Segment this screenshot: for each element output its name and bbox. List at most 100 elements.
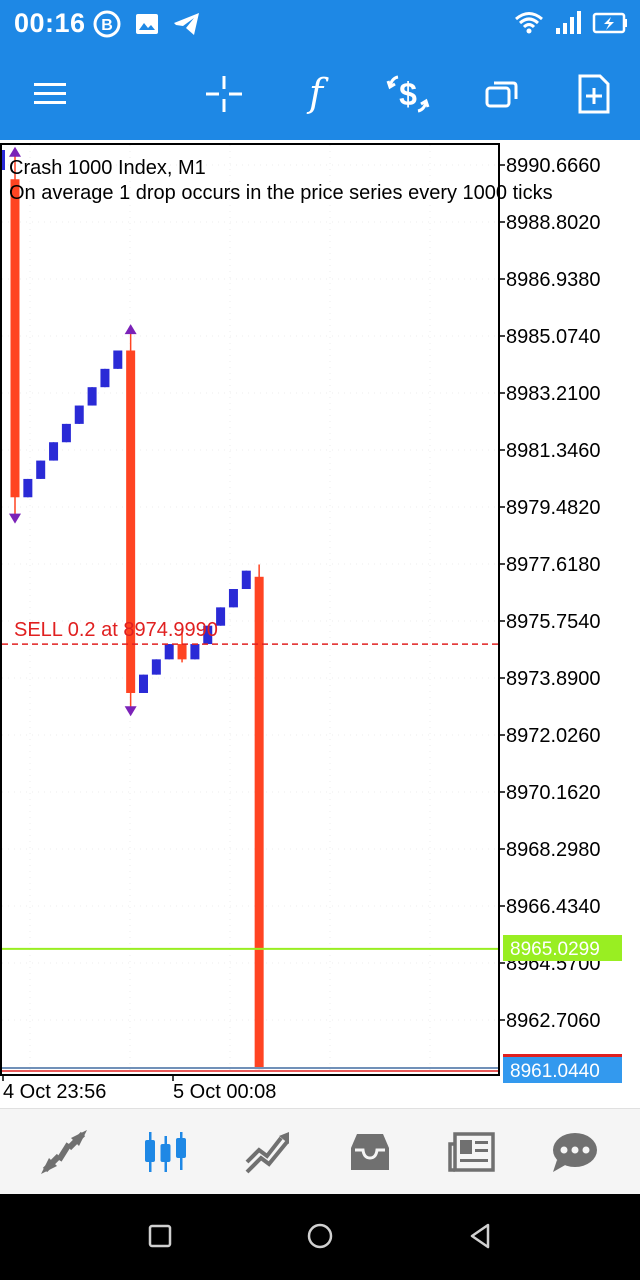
candle: [87, 387, 97, 406]
candle: [74, 405, 84, 424]
candle: [190, 644, 200, 660]
price-axis-label: 8962.7060: [506, 1010, 601, 1032]
back-triangle-icon: [470, 1223, 490, 1249]
candle: [241, 570, 251, 590]
candle: [177, 644, 187, 660]
nav-quotes[interactable]: [36, 1127, 92, 1177]
svg-text:$: $: [399, 76, 417, 112]
price-axis-label: 8988.8020: [506, 212, 601, 234]
candle: [0, 150, 5, 170]
b-badge-icon: B: [92, 9, 122, 44]
top-toolbar: f $: [0, 48, 640, 140]
crosshair-button[interactable]: [198, 68, 250, 120]
nav-news[interactable]: [444, 1127, 500, 1177]
home-button[interactable]: [300, 1216, 340, 1256]
chart-icon: [145, 1132, 186, 1172]
price-axis-label: 8985.0740: [506, 326, 601, 348]
candle: [216, 607, 226, 626]
time-axis-label: 4 Oct 23:56: [3, 1081, 106, 1103]
messages-icon: [553, 1133, 597, 1172]
news-icon: [448, 1132, 495, 1172]
candle: [100, 368, 110, 388]
candle: [10, 179, 20, 498]
ask-price-tag: [503, 1057, 622, 1083]
nav-history[interactable]: [342, 1127, 398, 1177]
chart-description: On average 1 drop occurs in the price se…: [9, 182, 553, 204]
chart-symbol-title: Crash 1000 Index, M1: [9, 157, 206, 179]
price-axis-label: 8972.0260: [506, 725, 601, 747]
image-icon: [134, 11, 160, 42]
candle: [36, 460, 46, 479]
status-bar: 00:16 B: [0, 0, 640, 48]
price-axis-label: 8981.3460: [506, 440, 601, 462]
price-axis-label: 8990.6660: [506, 155, 601, 177]
candle: [23, 478, 33, 498]
history-icon: [351, 1134, 389, 1170]
candle: [164, 644, 174, 660]
trade-icon: [245, 1132, 289, 1174]
price-axis-label: 8986.9380: [506, 269, 601, 291]
menu-icon: [34, 83, 66, 104]
candle: [203, 625, 213, 645]
ask-price-tag-border: [503, 1054, 622, 1057]
price-axis-label: 8979.4820: [506, 497, 601, 519]
back-button[interactable]: [460, 1216, 500, 1256]
circle-icon: [307, 1223, 333, 1249]
nav-trade[interactable]: [240, 1127, 296, 1177]
chart-area[interactable]: Crash 1000 Index, M1 On average 1 drop o…: [0, 140, 640, 1108]
windows-icon: [485, 81, 518, 108]
signal-icon: [554, 10, 582, 41]
status-time: 00:16: [14, 8, 86, 38]
up-arrow-icon: [124, 324, 137, 335]
candle: [151, 659, 161, 675]
windows-button[interactable]: [476, 68, 528, 120]
time-axis: 4 Oct 23:56 5 Oct 00:08: [2, 1075, 276, 1103]
price-axis-label: 8968.2980: [506, 839, 601, 861]
time-axis-label: 5 Oct 00:08: [173, 1081, 276, 1103]
candle: [126, 350, 136, 693]
price-axis-label: 8973.8900: [506, 668, 601, 690]
svg-text:B: B: [101, 17, 113, 34]
new-order-icon: [578, 74, 610, 114]
menu-button[interactable]: [24, 68, 76, 120]
telegram-icon: [172, 10, 202, 43]
chart-frame: [0, 143, 500, 1076]
candle: [254, 576, 264, 1070]
candle: [49, 442, 59, 461]
battery-charging-icon: [592, 11, 628, 40]
bid-price-label: 8965.0299: [510, 939, 600, 960]
quotes-icon: [41, 1130, 87, 1174]
candles: [0, 146, 498, 1072]
indicators-icon: f: [306, 72, 329, 115]
candle: [61, 423, 71, 443]
chart-grid: [2, 145, 498, 1074]
down-arrow-icon: [9, 513, 21, 524]
price-chart[interactable]: Crash 1000 Index, M1 On average 1 drop o…: [0, 140, 640, 1108]
square-icon: [148, 1224, 172, 1248]
candle: [228, 589, 238, 608]
price-axis-label: 8966.4340: [506, 896, 601, 918]
up-arrow-icon: [9, 146, 21, 157]
indicators-button[interactable]: f: [290, 68, 342, 120]
order-label[interactable]: SELL 0.2 at 8974.9990: [14, 619, 218, 641]
price-axis-label: 8977.6180: [506, 554, 601, 576]
price-axis-label: 8983.2100: [506, 383, 601, 405]
recent-apps-button[interactable]: [140, 1216, 180, 1256]
nav-messages[interactable]: [546, 1127, 602, 1177]
candle: [139, 674, 148, 693]
price-axis: 8990.6660 8988.8020 8986.9380 8985.0740 8983…: [499, 155, 601, 1032]
bottom-navigation: [0, 1108, 640, 1194]
trade-button[interactable]: $: [382, 68, 434, 120]
down-arrow-icon: [124, 706, 137, 717]
price-axis-label: 8970.1620: [506, 782, 601, 804]
svg-text:f: f: [306, 72, 329, 115]
system-navigation-bar: [0, 1194, 640, 1280]
bid-price-tag: [503, 935, 622, 961]
nav-chart[interactable]: [138, 1127, 194, 1177]
price-axis-label: 8975.7540: [506, 611, 601, 633]
crosshair-icon: [206, 76, 242, 112]
wifi-icon: [514, 10, 544, 41]
candle: [113, 350, 123, 369]
new-order-button[interactable]: [568, 68, 620, 120]
ask-price-label: 8961.0440: [510, 1061, 600, 1082]
